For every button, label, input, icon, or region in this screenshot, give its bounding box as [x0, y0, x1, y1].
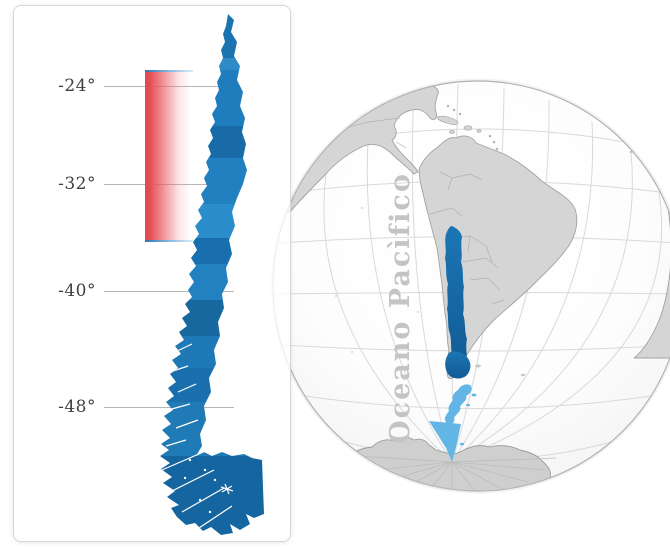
ocean-label: Oceano Pacìfico — [385, 172, 416, 444]
small-islands — [335, 207, 526, 377]
latitude-panel-card — [13, 5, 291, 542]
country-borders — [329, 117, 505, 305]
caribbean-islands — [436, 104, 501, 164]
chile-territory-shape — [445, 226, 471, 379]
antarctic-claim-shape — [429, 384, 477, 462]
